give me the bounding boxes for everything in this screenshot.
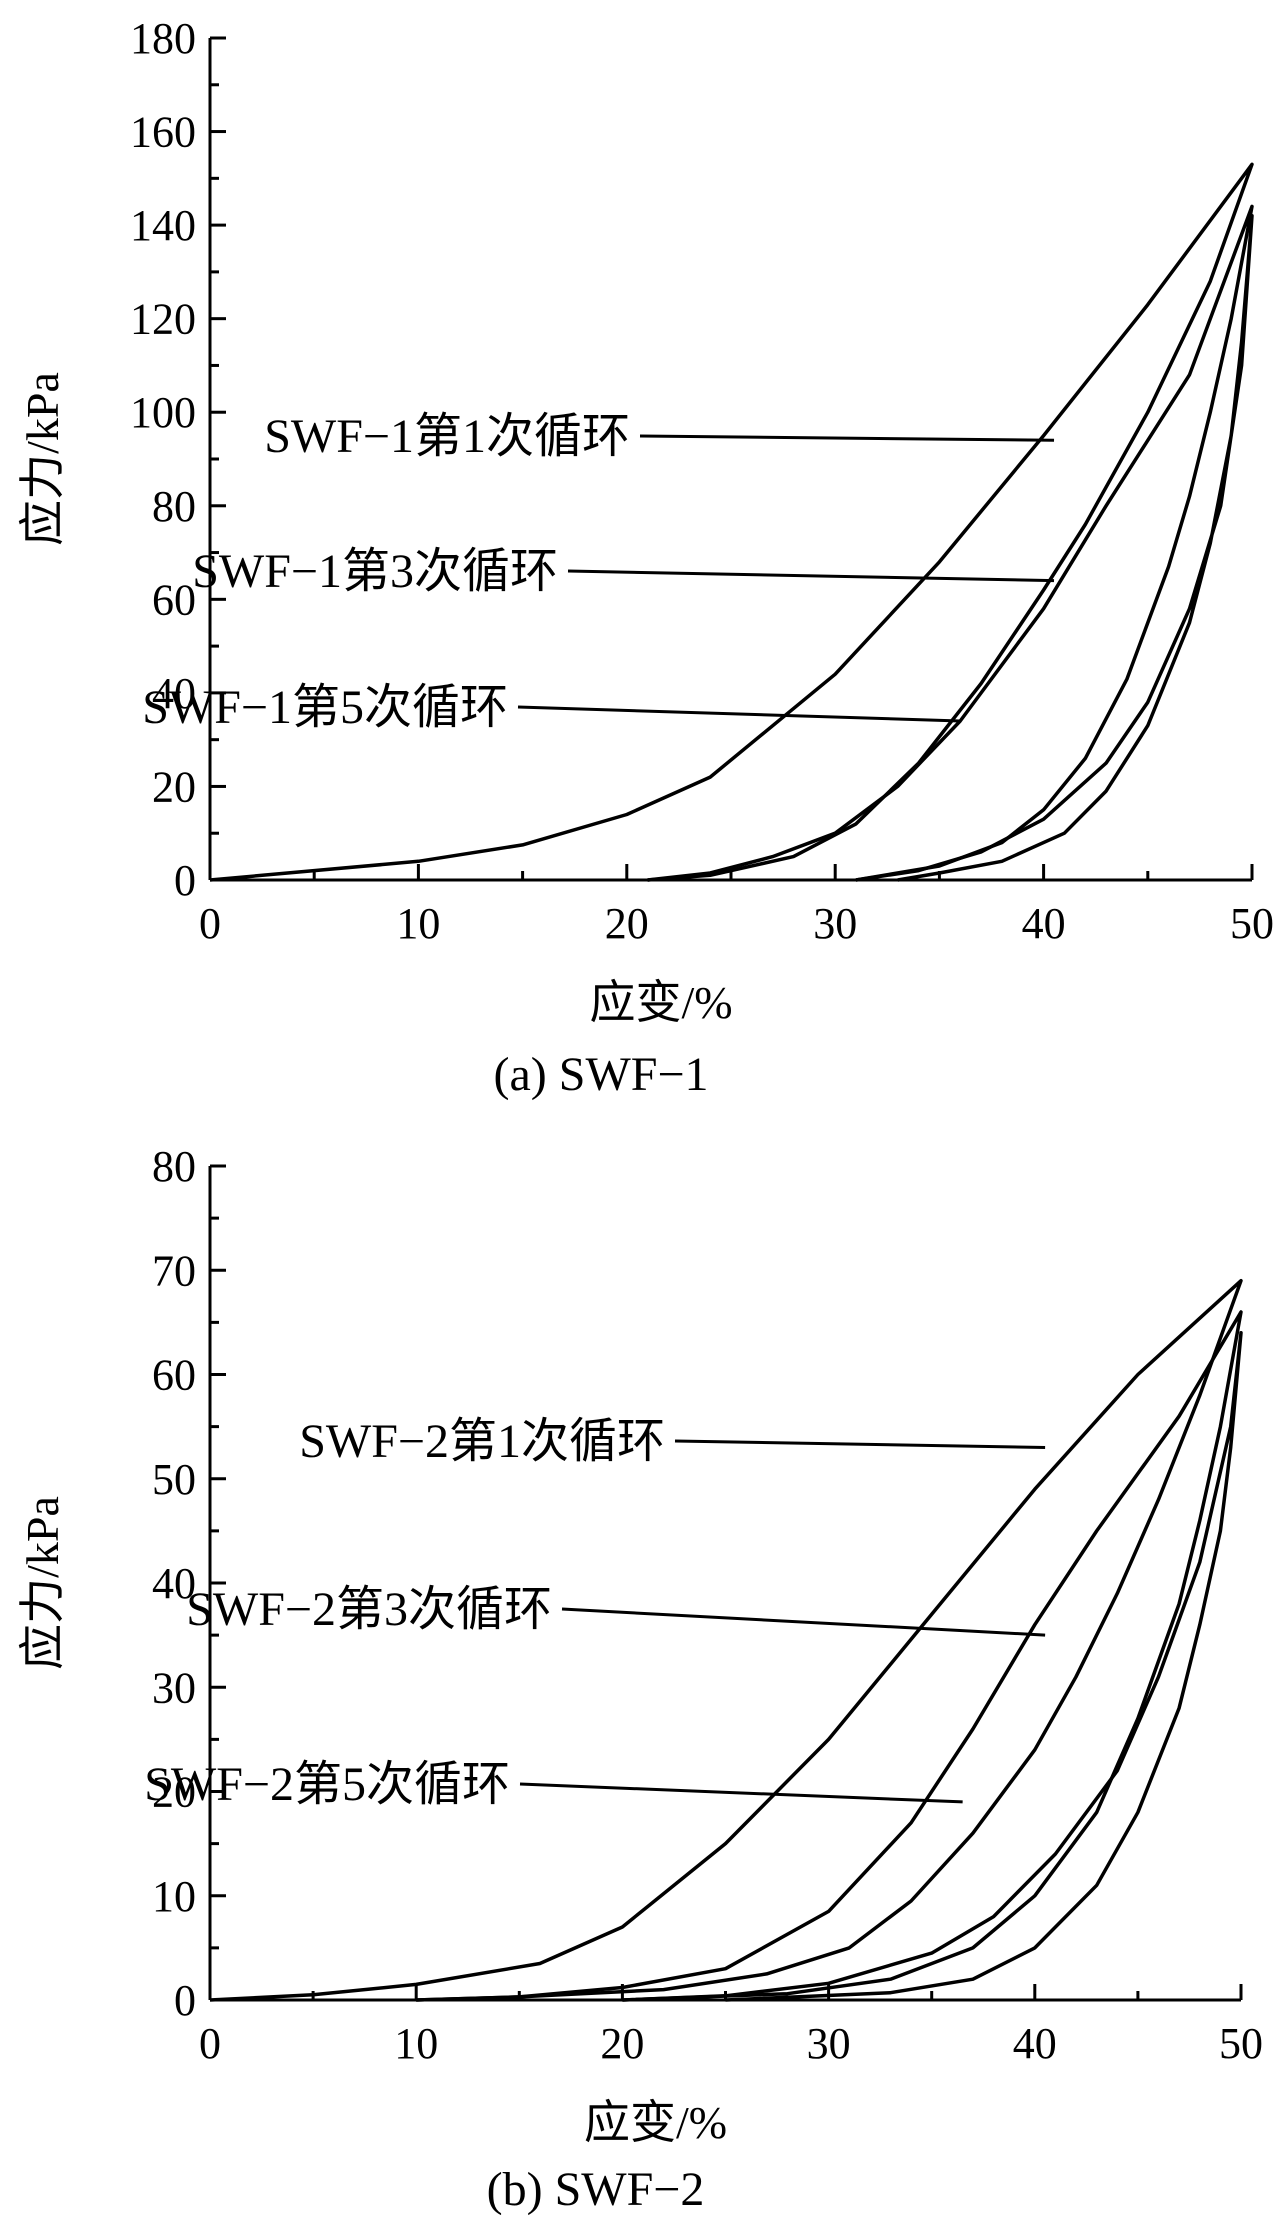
x-tick-label: 30	[807, 2019, 851, 2068]
y-tick-label: 60	[152, 575, 196, 624]
annotation-label: SWF−1第1次循环	[264, 410, 630, 463]
annotation-leader-line	[674, 1439, 1046, 1449]
y-tick-label: 140	[130, 201, 196, 250]
y-tick-label: 20	[152, 1768, 196, 1817]
y-tick-label: 120	[130, 295, 196, 344]
figure-caption: (b) SWF−2	[487, 2163, 705, 2216]
x-tick-label: 20	[600, 2019, 644, 2068]
y-tick-label: 0	[174, 1976, 196, 2025]
x-tick-label: 10	[394, 2019, 438, 2068]
y-tick-label: 10	[152, 1872, 196, 1921]
series-line-cycle-5	[622, 1331, 1243, 2002]
annotation-leader-line	[639, 434, 1055, 442]
chart-panel-b: 0 10 20 30 40 50 60 70 80 0 10 20 30 40 50 应变/% 应力/kPa SW…	[17, 1142, 1263, 2216]
y-tick-label: 30	[152, 1663, 196, 1712]
x-tick-label: 0	[199, 2019, 221, 2068]
y-tick-label: 60	[152, 1351, 196, 1400]
figure-caption: (a) SWF−1	[493, 1048, 708, 1101]
y-tick-label: 180	[130, 14, 196, 63]
x-tick-label: 0	[199, 899, 221, 948]
y-tick-label: 80	[152, 1142, 196, 1191]
y-axis-label: 应力/kPa	[17, 372, 68, 546]
series-line-cycle-1	[209, 1278, 1243, 2002]
annotation-leader-line	[567, 569, 1055, 583]
annotation-label: SWF−2第3次循环	[186, 1583, 552, 1636]
chart-panel-a: 0 20 40 60 80 100 120 140 160 180 0 10 20 30 40 50 应变/% 应…	[17, 14, 1274, 1101]
annotation-leader-line	[517, 705, 961, 723]
y-tick-label: 40	[152, 1559, 196, 1608]
x-axis-label: 应变/%	[584, 2097, 727, 2148]
series-line-cycle-3	[416, 1310, 1243, 2002]
x-tick-label: 10	[396, 899, 440, 948]
x-tick-label: 50	[1230, 899, 1274, 948]
y-tick-label: 160	[130, 108, 196, 157]
annotation-label: SWF−2第1次循环	[299, 1415, 665, 1468]
series-line-cycle-1	[209, 162, 1254, 882]
annotation-label: SWF−1第3次循环	[192, 545, 558, 598]
y-tick-label: 100	[130, 388, 196, 437]
y-tick-label: 50	[152, 1455, 196, 1504]
annotation-leader-line	[519, 1782, 963, 1804]
y-tick-label: 80	[152, 482, 196, 531]
x-tick-label: 20	[605, 899, 649, 948]
annotation-label: SWF−2第5次循环	[144, 1758, 510, 1811]
annotation-leader-line	[561, 1607, 1046, 1637]
series-line-cycle-3	[647, 204, 1254, 882]
series-line-cycle-5	[855, 214, 1254, 882]
x-tick-label: 30	[813, 899, 857, 948]
x-tick-label: 40	[1022, 899, 1066, 948]
y-tick-label: 40	[152, 669, 196, 718]
y-tick-label: 0	[174, 856, 196, 905]
y-tick-label: 70	[152, 1246, 196, 1295]
annotation-label: SWF−1第5次循环	[142, 681, 508, 734]
x-tick-label: 40	[1013, 2019, 1057, 2068]
x-axis-label: 应变/%	[589, 977, 732, 1028]
x-tick-label: 50	[1219, 2019, 1263, 2068]
y-axis-label: 应力/kPa	[17, 1496, 68, 1670]
y-tick-label: 20	[152, 762, 196, 811]
